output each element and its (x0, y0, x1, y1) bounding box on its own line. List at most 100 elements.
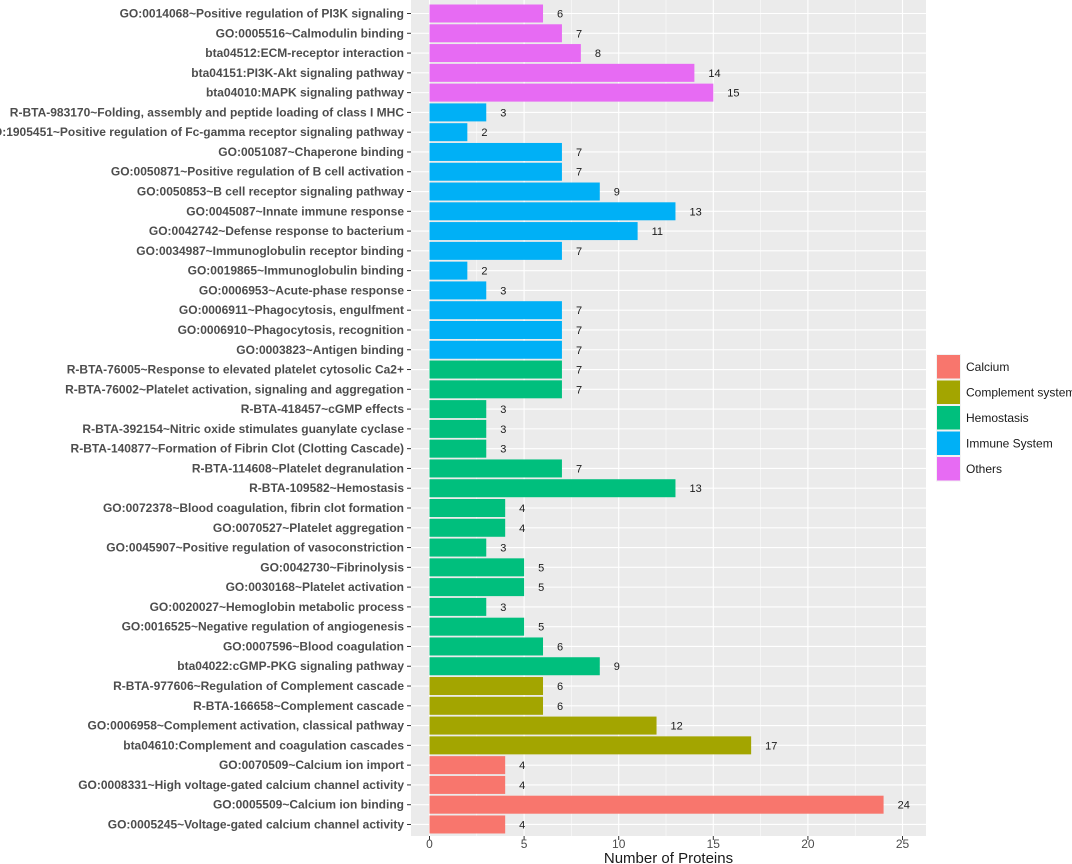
bar-value-label: 7 (576, 167, 582, 179)
category-labels: GO:0014068~Positive regulation of PI3K s… (0, 7, 411, 831)
bar-value-label: 8 (595, 48, 601, 60)
category-label: R-BTA-392154~Nitric oxide stimulates gua… (82, 422, 404, 436)
bar (429, 756, 506, 775)
bar (429, 597, 487, 616)
legend-label: Calcium (966, 360, 1009, 374)
x-tick-label: 10 (612, 837, 626, 851)
bar (429, 202, 676, 221)
bar (429, 479, 676, 498)
category-label: GO:1905451~Positive regulation of Fc-gam… (0, 125, 404, 139)
bar-value-label: 3 (500, 404, 506, 416)
category-label: GO:0045087~Innate immune response (186, 204, 404, 218)
x-axis-title: Number of Proteins (604, 850, 733, 864)
plot-panel (411, 0, 926, 836)
bar-value-label: 5 (538, 582, 544, 594)
bar-value-label: 7 (576, 325, 582, 337)
legend-label: Complement system (966, 385, 1072, 399)
category-label: R-BTA-166658~Complement cascade (193, 699, 404, 713)
bar-value-label: 4 (519, 523, 525, 535)
bar (429, 558, 525, 577)
bar (429, 736, 752, 755)
bar (429, 301, 562, 320)
bar-value-label: 6 (557, 701, 563, 713)
bar-value-label: 17 (765, 740, 777, 752)
category-label: GO:0016525~Negative regulation of angiog… (122, 620, 405, 634)
bar (429, 637, 544, 656)
x-tick-label: 20 (801, 837, 815, 851)
category-label: bta04151:PI3K-Akt signaling pathway (191, 66, 404, 80)
category-label: GO:0030168~Platelet activation (226, 580, 404, 594)
bar-value-label: 3 (500, 602, 506, 614)
x-tick-label: 25 (896, 837, 910, 851)
bars (429, 4, 884, 834)
bar (429, 4, 544, 23)
bar (429, 775, 506, 794)
bar (429, 419, 487, 438)
bar-value-label: 6 (557, 9, 563, 21)
category-label: GO:0007596~Blood coagulation (223, 639, 404, 653)
category-label: bta04610:Complement and coagulation casc… (123, 738, 404, 752)
category-label: R-BTA-977606~Regulation of Complement ca… (113, 679, 404, 693)
category-label: GO:0020027~Hemoglobin metabolic process (150, 600, 405, 614)
category-label: GO:0050853~B cell receptor signaling pat… (137, 185, 404, 199)
bar (429, 340, 562, 359)
bar-value-label: 3 (500, 285, 506, 297)
category-label: bta04010:MAPK signaling pathway (206, 86, 404, 100)
legend-label: Immune System (966, 436, 1053, 450)
category-label: GO:0005516~Calmodulin binding (216, 26, 404, 40)
bar (429, 222, 638, 241)
category-label: GO:0005509~Calcium ion binding (213, 798, 404, 812)
value-labels: 6 7 8 14 15 3 2 7 7 9 13 11 7 2 3 7 7 7 7 7 3 3 3 7 13 4 4 3 5 5 3 5 6 9 6… (481, 9, 909, 832)
category-label: R-BTA-76005~Response to elevated platele… (67, 363, 404, 377)
legend: Calcium Complement system Hemostasis Immune… (936, 354, 1072, 482)
bar (429, 380, 562, 399)
category-label: R-BTA-418457~cGMP effects (241, 402, 405, 416)
category-label: GO:0005245~Voltage-gated calcium channel… (108, 817, 405, 831)
bar (429, 63, 695, 82)
bar-value-label: 12 (671, 721, 683, 733)
bar-value-label: 6 (557, 641, 563, 653)
bar (429, 459, 562, 478)
bar-value-label: 13 (689, 483, 701, 495)
bar-value-label: 14 (708, 68, 720, 80)
bar (429, 142, 562, 161)
bar-value-label: 6 (557, 681, 563, 693)
bar-value-label: 7 (576, 28, 582, 40)
category-label: GO:0050871~Positive regulation of B cell… (111, 165, 404, 179)
category-label: GO:0006910~Phagocytosis, recognition (178, 323, 404, 337)
grid-lines (411, 0, 926, 836)
bar-value-label: 4 (519, 819, 525, 831)
bar (429, 815, 506, 834)
category-label: GO:0042742~Defense response to bacterium (149, 224, 404, 238)
bar-value-label: 24 (898, 800, 910, 812)
bar (429, 182, 600, 201)
bar-value-label: 5 (538, 562, 544, 574)
bar (429, 261, 468, 280)
bar (429, 657, 600, 676)
bar-value-label: 7 (576, 345, 582, 357)
category-label: GO:0014068~Positive regulation of PI3K s… (120, 7, 404, 21)
category-label: bta04512:ECM-receptor interaction (205, 46, 404, 60)
bar (429, 538, 487, 557)
bar-value-label: 3 (500, 444, 506, 456)
x-tick-label: 15 (707, 837, 721, 851)
bar (429, 281, 487, 300)
category-label: R-BTA-140877~Formation of Fibrin Clot (C… (71, 442, 404, 456)
bar (429, 123, 468, 142)
bar-value-label: 2 (481, 127, 487, 139)
category-label: GO:0008331~High voltage-gated calcium ch… (78, 778, 404, 792)
bar (429, 103, 487, 122)
category-label: GO:0070527~Platelet aggregation (213, 521, 404, 535)
bar (429, 241, 562, 260)
bar (429, 44, 581, 63)
x-tick-label: 0 (426, 837, 433, 851)
bar-value-label: 15 (727, 88, 739, 100)
bar-value-label: 4 (519, 503, 525, 515)
category-label: R-BTA-114608~Platelet degranulation (192, 461, 404, 475)
bar (429, 320, 562, 339)
bar-value-label: 4 (519, 760, 525, 772)
legend-swatch (937, 431, 960, 455)
bar-value-label: 3 (500, 424, 506, 436)
category-label: R-BTA-983170~Folding, assembly and pepti… (10, 105, 405, 119)
